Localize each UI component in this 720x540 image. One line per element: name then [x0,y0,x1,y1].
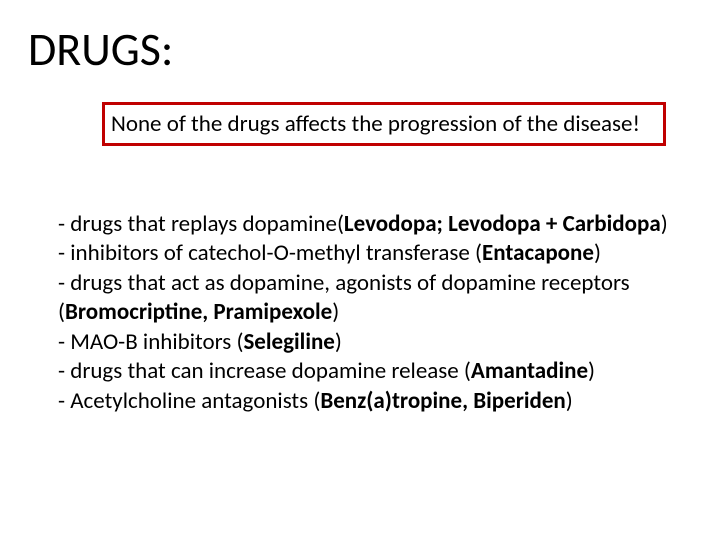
bullet-4-pre: - MAO-B inhibitors ( [58,328,243,356]
bullet-4: - MAO-B inhibitors (Selegiline) [58,328,668,357]
slide-title: DRUGS: [28,22,173,78]
bullet-2-drug: Entacapone [482,239,594,267]
bullet-2: - inhibitors of catechol-O-methyl transf… [58,239,668,268]
bullet-4-post: ) [335,328,342,356]
bullet-5-drug: Amantadine [471,357,588,385]
bullet-5-pre: - drugs that can increase dopamine relea… [58,357,471,385]
bullet-5-post: ) [588,357,595,385]
bullet-2-post: ) [594,239,601,267]
bullet-3-drug: Bromocriptine, Pramipexole [65,298,332,326]
bullet-2-pre: - inhibitors of catechol-O-methyl transf… [58,239,482,267]
bullet-3: - drugs that act as dopamine, agonists o… [58,269,668,328]
bullet-6-drug: Benz(a)tropine, Biperiden [320,387,565,415]
bullet-6: - Acetylcholine antagonists (Benz(a)trop… [58,387,668,416]
bullet-1-post: ) [661,210,668,238]
bullet-1-pre: - drugs that replays dopamine( [58,210,344,238]
bullet-6-post: ) [566,387,573,415]
warning-text: None of the drugs affects the progressio… [111,110,640,138]
bullet-4-drug: Selegiline [243,328,334,356]
bullet-3-post: ) [332,298,339,326]
bullet-1-drug: Levodopa; Levodopa + Carbidopa [344,210,661,238]
slide: DRUGS: None of the drugs affects the pro… [0,0,720,540]
warning-box: None of the drugs affects the progressio… [102,102,666,146]
bullet-5: - drugs that can increase dopamine relea… [58,357,668,386]
bullet-1: - drugs that replays dopamine(Levodopa; … [58,210,668,239]
body-text: - drugs that replays dopamine(Levodopa; … [58,210,668,416]
bullet-6-pre: - Acetylcholine antagonists ( [58,387,320,415]
